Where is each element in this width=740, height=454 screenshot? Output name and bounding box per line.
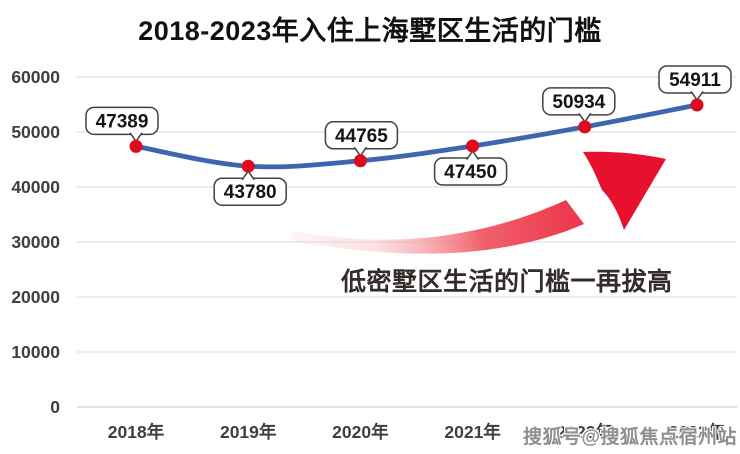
callout-value: 43780 xyxy=(224,182,277,203)
data-point-callout: 47389 xyxy=(85,106,159,143)
data-point-callout: 44765 xyxy=(324,121,399,157)
x-axis-tick-label: 2022年 xyxy=(557,422,614,442)
y-axis-tick-label: 40000 xyxy=(11,177,60,197)
y-axis-tick-label: 0 xyxy=(50,397,60,417)
y-axis-tick-label: 30000 xyxy=(11,232,60,252)
data-point-marker xyxy=(129,139,143,153)
data-point-marker xyxy=(241,159,255,173)
data-point-callout: 50934 xyxy=(542,87,616,123)
data-point-callout: 47450 xyxy=(433,150,508,186)
trend-arrow-graphic xyxy=(291,151,666,254)
x-axis-tick-label: 2023年 xyxy=(669,422,726,442)
y-axis-tick-label: 50000 xyxy=(11,122,60,142)
data-point-callout: 43780 xyxy=(213,170,287,206)
callout-value: 44765 xyxy=(335,126,388,147)
trend-line xyxy=(133,102,700,170)
trend-annotation-text: 低密墅区生活的门槛一再拔高 xyxy=(341,268,673,296)
x-axis-tick-label: 2020年 xyxy=(332,422,389,442)
callout-value: 54911 xyxy=(669,70,721,91)
x-axis-tick-label: 2019年 xyxy=(220,422,277,442)
callout-value: 47389 xyxy=(96,111,149,132)
data-point-marker xyxy=(690,98,704,112)
x-axis-tick-label: 2021年 xyxy=(444,422,501,442)
callout-value: 50934 xyxy=(552,92,605,113)
data-point-callout: 54911 xyxy=(658,65,732,101)
data-point-marker xyxy=(353,154,367,168)
callout-value: 47450 xyxy=(444,162,497,183)
chart-title: 2018-2023年入住上海墅区生活的门槛 xyxy=(138,16,602,46)
y-axis-tick-label: 60000 xyxy=(11,67,60,87)
x-axis-tick-label: 2018年 xyxy=(108,422,165,442)
data-point-marker xyxy=(578,120,592,134)
watermark-text: 搜狐号@搜狐焦点宿州站 xyxy=(522,427,737,448)
data-point-marker xyxy=(466,139,480,153)
y-axis-tick-label: 20000 xyxy=(11,287,60,307)
y-axis-tick-label: 10000 xyxy=(11,342,60,362)
